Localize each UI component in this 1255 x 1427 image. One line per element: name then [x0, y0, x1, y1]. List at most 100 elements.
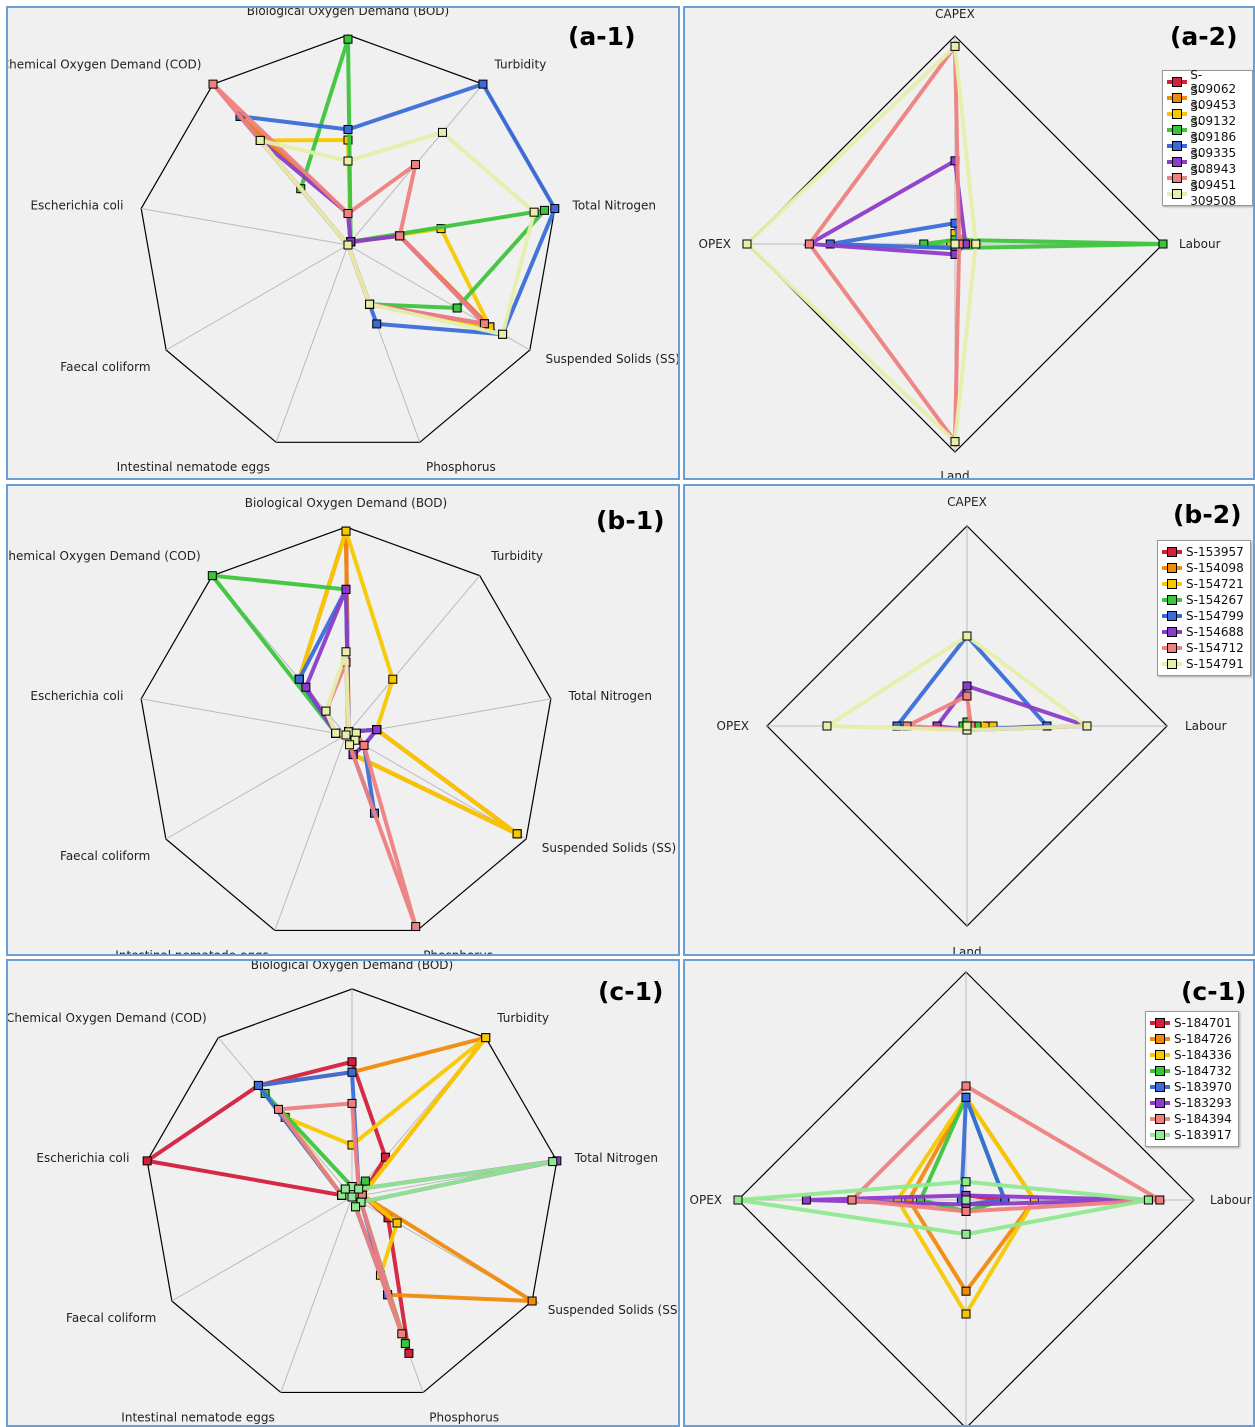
axis-label-labour: Labour: [1185, 719, 1227, 733]
axis-label-land: Land: [940, 469, 969, 480]
data-point-s8-land: [961, 1229, 971, 1239]
radar-chart-a2: CAPEX Labour Land OPEX: [699, 8, 1221, 480]
axis-label-escherichia-coli: Escherichia coli: [30, 689, 123, 703]
data-point-s3-suspended-solids-ss: [392, 1218, 402, 1228]
legend-label: S-309335: [1190, 132, 1237, 160]
data-point-s7-chemical-oxygen-demand-cod: [208, 79, 218, 89]
axis-spoke-faecal-coliform: [171, 1196, 353, 1302]
axis-label-phosphorus: Phosphorus: [423, 948, 493, 956]
data-point-s1-biological-oxygen-demand-bod: [347, 1057, 357, 1067]
axis-label-total-nitrogen: Total Nitrogen: [574, 1151, 658, 1165]
data-point-s8-phosphorus: [345, 740, 355, 750]
series-line-6: [258, 138, 491, 327]
legend-swatch-icon: [1162, 563, 1182, 573]
data-point-s6-biological-oxygen-demand-bod: [341, 584, 351, 594]
legend-swatch-icon: [1162, 595, 1182, 605]
center-point: [343, 240, 353, 250]
radar-chart-b2: CAPEX Labour Land OPEX: [717, 495, 1227, 954]
panel-c1: Biological Oxygen Demand (BOD) Turbidity T…: [6, 959, 680, 1427]
radar-frame: [146, 988, 558, 1394]
axis-label-turbidity: Turbidity: [496, 1011, 549, 1025]
legend-swatch-icon: [1150, 1050, 1170, 1060]
data-point-s8-suspended-solids-ss: [350, 735, 360, 745]
data-point-s7-chemical-oxygen-demand-cod: [273, 1104, 283, 1114]
data-point-s8-phosphorus: [351, 1202, 361, 1212]
legend-label: S-183293: [1174, 1096, 1232, 1110]
axis-label-biological-oxygen-demand-bod: Biological Oxygen Demand (BOD): [251, 961, 453, 972]
legend-item-s-183293: S-183293: [1150, 1095, 1232, 1111]
panel-label-b2: (b-2): [1173, 500, 1242, 529]
panel-label-c1: (c-1): [598, 977, 664, 1006]
axis-label-chemical-oxygen-demand-cod: Chemical Oxygen Demand (COD): [8, 57, 201, 71]
legend-label: S-309453: [1190, 84, 1237, 112]
data-point-s4-suspended-solids-ss: [452, 303, 462, 313]
data-point-s1-phosphorus: [404, 1348, 414, 1358]
axis-label-suspended-solids-ss: Suspended Solids (SS): [548, 1303, 680, 1317]
legend-label: S-153957: [1186, 545, 1244, 559]
legend-label: S-184726: [1174, 1032, 1232, 1046]
axis-label-total-nitrogen: Total Nitrogen: [572, 198, 656, 212]
legend-item-s-309508: S-309508: [1167, 180, 1246, 208]
legend-label: S-309186: [1190, 116, 1237, 144]
legend-swatch-icon: [1167, 125, 1187, 135]
legend-item-s-309335: S-309335: [1167, 132, 1246, 160]
data-point-s8-opex: [822, 721, 832, 731]
legend-swatch-icon: [1150, 1066, 1170, 1076]
legend-item-s-154799: S-154799: [1162, 608, 1244, 624]
axis-spoke-intestinal-nematode-eggs: [275, 244, 349, 443]
axis-label-escherichia-coli: Escherichia coli: [30, 198, 123, 212]
data-point-s4-chemical-oxygen-demand-cod: [207, 571, 217, 581]
panel-a1: Biological Oxygen Demand (BOD) Turbidity T…: [6, 6, 680, 480]
legend-label: S-184336: [1174, 1048, 1232, 1062]
axis-spoke-turbidity: [345, 575, 481, 736]
legend-item-s-184701: S-184701: [1150, 1015, 1232, 1031]
radar-chart-c1: Biological Oxygen Demand (BOD) Turbidity T…: [8, 961, 680, 1424]
legend-label: S-154721: [1186, 577, 1244, 591]
data-point-s8-escherichia-coli: [331, 728, 341, 738]
series-line-5: [893, 632, 1052, 733]
axis-label-faecal-coliform: Faecal coliform: [60, 360, 150, 374]
series-line-5: [959, 1096, 1008, 1207]
legend-item-s-153957: S-153957: [1162, 544, 1244, 560]
panel-label-a1: (a-1): [568, 22, 636, 51]
data-point-s4-labour: [1158, 239, 1168, 249]
axis-spoke-escherichia-coli: [141, 698, 347, 736]
axis-label-phosphorus: Phosphorus: [429, 1410, 499, 1424]
legend-swatch-icon: [1167, 109, 1187, 119]
legend-item-s-309132: S-309132: [1167, 100, 1246, 128]
legend-label: S-184394: [1174, 1112, 1232, 1126]
data-point-s2-suspended-solids-ss: [527, 1296, 537, 1306]
axis-label-intestinal-nematode-eggs: Intestinal nematode eggs: [121, 1410, 274, 1424]
data-point-s7-biological-oxygen-demand-bod: [347, 1098, 357, 1108]
series-line-7: [847, 1083, 1167, 1214]
legend-label: S-183917: [1174, 1128, 1232, 1142]
axis-label-suspended-solids-ss: Suspended Solids (SS): [545, 352, 679, 366]
data-point-s7-opex: [847, 1195, 857, 1205]
axis-label-capex: CAPEX: [935, 8, 975, 21]
data-point-s5-chemical-oxygen-demand-cod: [253, 1080, 263, 1090]
legend-label: S-184701: [1174, 1016, 1232, 1030]
series-line-4: [298, 38, 550, 311]
legend-swatch-icon: [1150, 1130, 1170, 1140]
data-point-s5-biological-oxygen-demand-bod: [343, 125, 353, 134]
legend-label: S-154791: [1186, 657, 1244, 671]
data-point-s8-capex: [961, 1177, 971, 1187]
legend-swatch-icon: [1167, 141, 1187, 151]
legend-label: S-154712: [1186, 641, 1244, 655]
data-point-s3-turbidity: [481, 1033, 491, 1043]
axis-label-opex: OPEX: [690, 1193, 722, 1207]
legend-swatch-icon: [1150, 1098, 1170, 1108]
axis-label-turbidity: Turbidity: [490, 549, 543, 563]
axis-label-biological-oxygen-demand-bod: Biological Oxygen Demand (BOD): [245, 496, 447, 510]
legend-item-s-184394: S-184394: [1150, 1111, 1232, 1127]
data-point-s7-labour: [1155, 1195, 1165, 1205]
axis-label-suspended-solids-ss: Suspended Solids (SS): [542, 841, 676, 855]
axis-label-labour: Labour: [1179, 237, 1221, 251]
axis-label-turbidity: Turbidity: [494, 57, 547, 71]
legend-item-s-154688: S-154688: [1162, 624, 1244, 640]
data-point-s3-suspended-solids-ss: [512, 829, 522, 839]
center-point: [961, 1195, 971, 1205]
legend-swatch-icon: [1162, 659, 1182, 669]
